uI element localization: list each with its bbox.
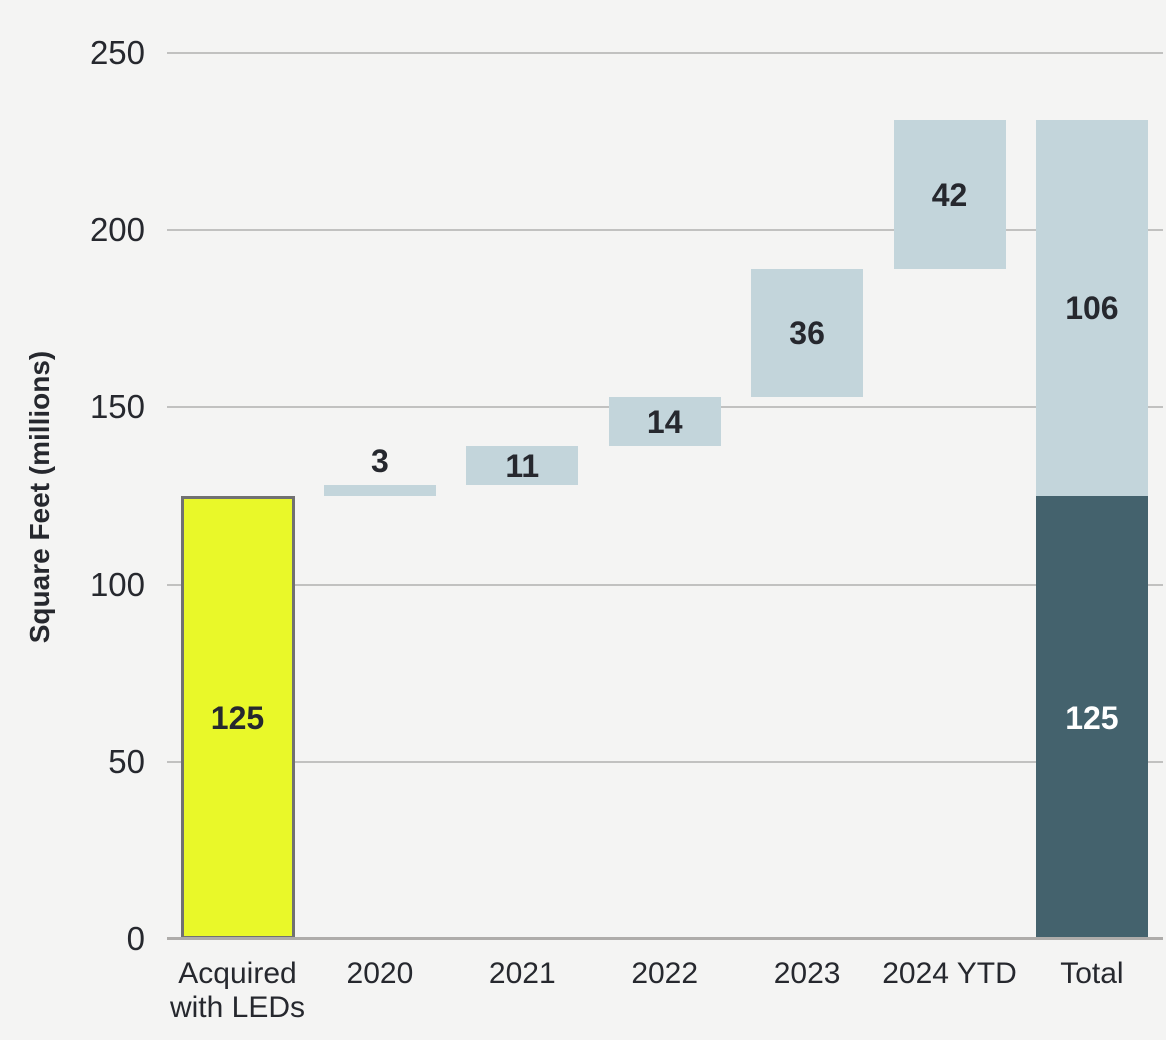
bar-segment-total-lightblue (1035, 120, 1148, 496)
x-category-label-2024-ytd: 2024 YTD (882, 957, 1017, 990)
y-tick-label-0: 0 (126, 920, 145, 957)
bar-segment-acquired-with-leds (180, 496, 295, 939)
bar-value-label-2024-ytd-42: 42 (931, 176, 968, 213)
bar-segment-2022 (608, 396, 721, 447)
x-category-label-acquired-with-leds: Acquired with LEDs (169, 957, 306, 1024)
y-tick-label-150: 150 (89, 388, 145, 426)
y-tick-label-100: 100 (89, 565, 145, 603)
x-category-label-2020: 2020 (346, 957, 414, 990)
bar-value-label-2022-14: 14 (646, 403, 683, 440)
x-category-label-2023: 2023 (773, 957, 841, 990)
y-axis-title: Square Feet (millions) (24, 350, 55, 644)
bar-value-label-2021-11: 11 (505, 447, 540, 484)
bar-value-label-2020-3: 3 (370, 443, 389, 480)
y-tick-label-200: 200 (89, 211, 145, 249)
bar-segment-2023 (751, 269, 864, 397)
x-category-label-2022: 2022 (631, 957, 699, 990)
bar-value-label-2023-36: 36 (789, 314, 825, 351)
bar-value-label-total-125: 125 (1065, 699, 1119, 736)
bar-segment-2020 (323, 485, 436, 496)
bar-segment-total-teal (1035, 496, 1148, 939)
y-tick-label-250: 250 (89, 34, 145, 71)
bar-segment-2024-ytd (893, 120, 1006, 270)
y-tick-label-50: 50 (108, 742, 145, 780)
gridline-100 (167, 583, 1163, 586)
bar-value-label-total-106: 106 (1065, 290, 1119, 327)
x-axis-line (167, 937, 1163, 940)
bar-value-label-acquired-with-leds-125: 125 (210, 699, 265, 736)
gridline-200 (167, 229, 1163, 232)
bar-segment-2021 (466, 446, 579, 486)
gridline-250 (167, 52, 1163, 54)
gridline-50 (167, 760, 1163, 763)
x-category-label-total: Total (1060, 957, 1124, 990)
x-category-label-2021: 2021 (488, 957, 556, 990)
